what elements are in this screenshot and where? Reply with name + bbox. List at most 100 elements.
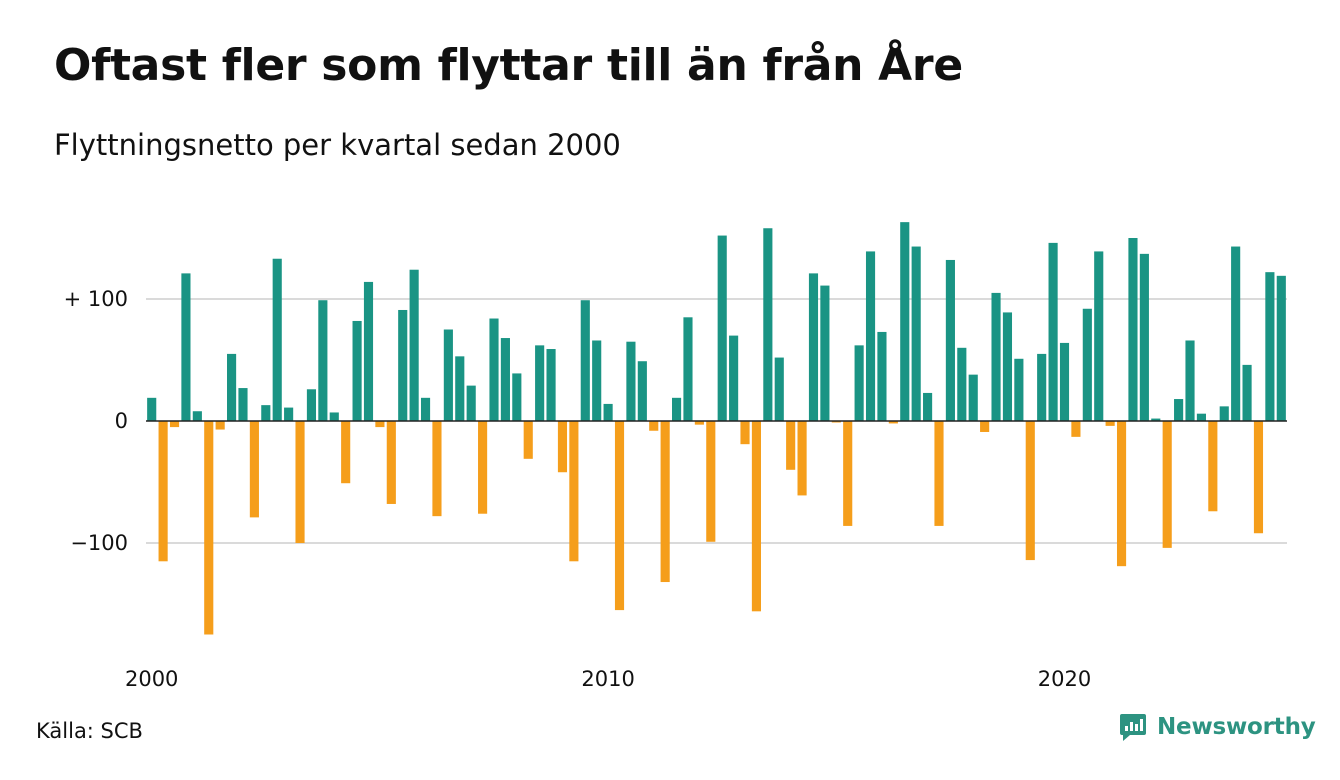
bar-64 — [865, 251, 876, 421]
bar-chart: + 100 0 −100 2000 2010 2020 — [64, 222, 1287, 691]
bar-51 — [717, 235, 727, 421]
bar-96 — [1231, 246, 1241, 421]
bar-88 — [1139, 253, 1149, 421]
bar-23 — [398, 309, 408, 421]
bar-44 — [637, 361, 647, 421]
bar-41 — [603, 403, 613, 421]
bar-45 — [649, 421, 659, 431]
bar-89 — [1151, 418, 1161, 421]
bar-3 — [169, 421, 180, 428]
bar-10 — [249, 421, 259, 518]
bar-32 — [500, 338, 510, 421]
bar-8 — [227, 353, 237, 421]
bar-36 — [546, 349, 556, 421]
bar-39 — [580, 300, 590, 421]
bar-62 — [843, 421, 853, 526]
bar-14 — [295, 421, 305, 543]
bar-63 — [854, 345, 864, 421]
bar-4 — [181, 273, 191, 421]
bar-16 — [318, 300, 328, 421]
bar-70 — [934, 421, 944, 526]
bar-69 — [923, 392, 933, 421]
bar-7 — [215, 421, 225, 430]
bar-40 — [592, 340, 602, 421]
bar-52 — [729, 335, 739, 421]
y-tick-label-minus-100: −100 — [70, 531, 128, 555]
bar-54 — [751, 421, 761, 612]
bar-76 — [1002, 312, 1013, 421]
bar-86 — [1116, 421, 1127, 567]
y-tick-label-plus-100: + 100 — [64, 287, 128, 311]
bar-46 — [660, 421, 670, 583]
bar-9 — [238, 388, 248, 421]
bar-35 — [535, 345, 545, 421]
bar-58 — [797, 421, 807, 496]
bar-11 — [261, 405, 271, 421]
bar-66 — [888, 421, 898, 424]
bar-98 — [1253, 421, 1264, 534]
bar-37 — [557, 421, 568, 473]
bar-73 — [968, 374, 978, 421]
bar-71 — [945, 259, 955, 421]
chart-title: Oftast fler som flyttar till än från Åre — [54, 40, 963, 91]
bar-74 — [980, 421, 990, 432]
x-tick-label-2000: 2000 — [125, 667, 178, 691]
bar-28 — [455, 356, 465, 421]
newsworthy-logo-icon — [1120, 714, 1146, 741]
bar-83 — [1082, 308, 1092, 421]
bar-33 — [512, 373, 522, 421]
bar-49 — [694, 421, 704, 425]
bar-15 — [306, 389, 317, 421]
bar-94 — [1208, 421, 1218, 512]
bar-77 — [1014, 358, 1024, 421]
bars — [147, 222, 1286, 635]
bar-24 — [409, 269, 419, 421]
bar-78 — [1025, 421, 1035, 561]
bar-99 — [1265, 272, 1275, 421]
bar-1 — [147, 397, 157, 421]
bar-5 — [192, 411, 202, 421]
source-note: Källa: SCB — [36, 719, 143, 743]
bar-57 — [786, 421, 796, 470]
bar-17 — [329, 412, 339, 421]
bar-50 — [706, 421, 716, 542]
bar-55 — [763, 228, 773, 421]
bar-95 — [1219, 406, 1229, 421]
bar-65 — [877, 331, 887, 421]
bar-42 — [614, 421, 625, 611]
bar-92 — [1185, 340, 1195, 421]
bar-43 — [626, 341, 636, 421]
bar-2 — [158, 421, 168, 562]
bar-85 — [1105, 421, 1115, 426]
bar-13 — [284, 407, 294, 421]
bar-87 — [1128, 238, 1138, 421]
bar-93 — [1196, 413, 1206, 421]
x-tick-label-2010: 2010 — [581, 667, 634, 691]
brand-name: Newsworthy — [1157, 714, 1316, 740]
bar-72 — [957, 347, 967, 421]
bar-27 — [443, 329, 453, 421]
bar-75 — [991, 292, 1001, 421]
bar-80 — [1048, 242, 1058, 421]
bar-34 — [523, 421, 533, 459]
brand-logo[interactable]: Newsworthy — [1118, 712, 1316, 742]
bar-30 — [478, 421, 488, 514]
bar-38 — [569, 421, 579, 562]
bar-21 — [375, 421, 385, 428]
bar-6 — [204, 421, 214, 635]
bar-31 — [489, 318, 499, 421]
bar-84 — [1094, 251, 1104, 421]
bar-79 — [1037, 353, 1047, 421]
bar-22 — [386, 421, 396, 504]
bar-90 — [1162, 421, 1172, 548]
bar-20 — [363, 281, 374, 421]
bar-18 — [341, 421, 351, 484]
y-axis: + 100 0 −100 — [64, 287, 128, 555]
bar-91 — [1174, 399, 1184, 421]
chart-subtitle: Flyttningsnetto per kvartal sedan 2000 — [54, 128, 621, 162]
bar-68 — [911, 246, 921, 421]
bar-56 — [774, 357, 784, 421]
bar-29 — [466, 385, 476, 421]
bar-19 — [352, 320, 362, 421]
bar-81 — [1059, 342, 1070, 421]
